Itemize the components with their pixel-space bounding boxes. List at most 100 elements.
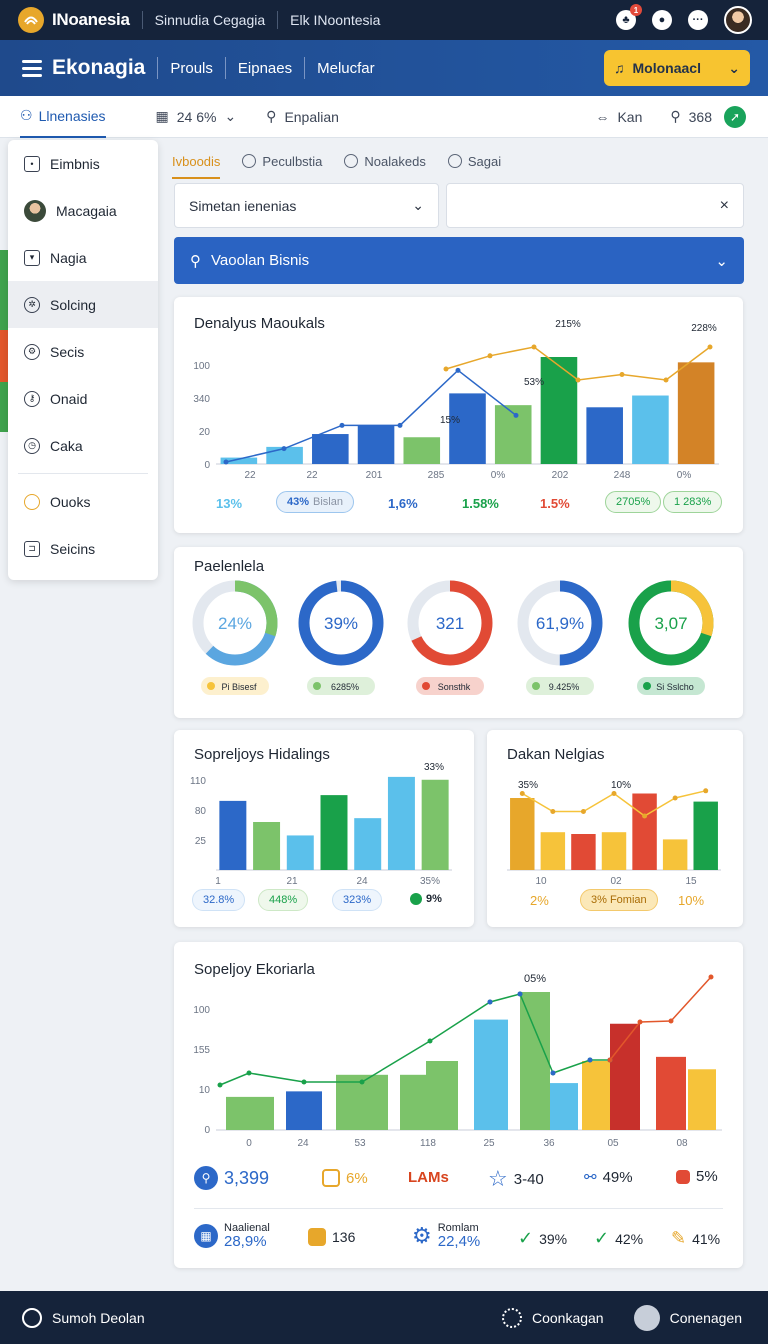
- toolbar: ⚇ Llnenasies ▦ 24 6% ⌄ ⚲ Enpalian ⇔ Kan …: [0, 96, 768, 138]
- tick-label: 15: [685, 876, 697, 887]
- data-label: 35%: [518, 780, 538, 791]
- link-action[interactable]: ⇔ Kan: [595, 108, 643, 125]
- point: [519, 791, 525, 796]
- point: [663, 377, 669, 383]
- stat-pill[interactable]: 323%: [332, 889, 383, 911]
- search-field[interactable]: ×: [446, 183, 744, 228]
- donut-value: 39%: [324, 614, 358, 633]
- sidebar-item-4[interactable]: ✲ Solcing: [8, 281, 158, 328]
- sidebar-item-2[interactable]: Macagaia: [8, 187, 158, 234]
- legend-dot: [643, 682, 651, 690]
- tick-label: 1: [215, 876, 221, 887]
- user-filter[interactable]: ⚲ Enpalian: [266, 108, 339, 125]
- stat-pill[interactable]: 2705%: [605, 491, 662, 513]
- stat-item: LAMs: [408, 1169, 449, 1186]
- footer-mid-link[interactable]: Coonkagan: [531, 1309, 604, 1326]
- series-line: [219, 993, 610, 1086]
- users-icon: ⚇: [20, 107, 33, 123]
- tick-label: 201: [366, 470, 383, 481]
- tab-1[interactable]: Ivboodis: [172, 154, 221, 179]
- primary-dropdown-button[interactable]: ♫ Molonaacl ⌄: [604, 50, 750, 86]
- sub-tabs: Ivboodis Peculbstia Noalakeds Sagai: [172, 142, 501, 180]
- tab-2[interactable]: Peculbstia: [242, 154, 322, 169]
- close-icon[interactable]: ×: [719, 196, 729, 214]
- pencil-icon: ✎: [671, 1228, 687, 1248]
- bar: [632, 395, 669, 464]
- search-icon: ⚲: [670, 108, 681, 124]
- tick-label: 35%: [420, 876, 440, 887]
- tick-label: 10: [199, 1085, 211, 1096]
- sidebar-item-6[interactable]: ⚷ Onaid: [8, 375, 158, 422]
- bar: [400, 1074, 426, 1130]
- search-icon: [242, 154, 257, 168]
- bar-chart: 25 80 110 1 21 24 35% 33%: [190, 762, 452, 887]
- sidebar-item-3[interactable]: ▾ Nagia: [8, 234, 158, 281]
- zoom-select[interactable]: ▦ 24 6% ⌄: [155, 108, 237, 125]
- legend-dot: [313, 682, 321, 690]
- stat-pill[interactable]: 1 283%: [663, 491, 723, 513]
- bar: [449, 393, 486, 464]
- series-line: [225, 369, 517, 463]
- user-avatar[interactable]: [724, 6, 752, 34]
- chevron-down-icon: ⌄: [412, 197, 424, 213]
- nav-link-3[interactable]: Melucfar: [317, 59, 375, 77]
- tab-3[interactable]: Noalakeds: [344, 154, 426, 169]
- business-dropdown[interactable]: ⚲ Vaoolan Bisnis ⌄: [174, 237, 744, 284]
- chevron-down-icon: ⌄: [728, 59, 740, 76]
- gear-icon[interactable]: [501, 1307, 522, 1328]
- sidebar-item-8[interactable]: Ouoks: [8, 478, 158, 525]
- footer-right-link[interactable]: Conenagen: [669, 1309, 742, 1326]
- series-line: [445, 346, 711, 381]
- compass-icon[interactable]: [22, 1307, 42, 1328]
- stat-item: ▦ Naalienal 28,9%: [194, 1222, 270, 1251]
- point: [339, 422, 345, 428]
- point: [587, 1057, 593, 1063]
- point: [455, 367, 461, 373]
- tick-label: 53: [354, 1138, 366, 1149]
- sidebar-item-1[interactable]: • Eimbnis: [8, 140, 158, 187]
- donut-label-pill: [201, 677, 269, 695]
- tab-active[interactable]: ⚇ Llnenasies: [20, 96, 106, 138]
- breadcrumb-1[interactable]: Sinnudia Cegagia: [154, 12, 266, 28]
- notification-icon[interactable]: ♣ 1: [616, 4, 642, 30]
- key-icon: ⚷: [24, 390, 40, 407]
- stat-pill[interactable]: 32.8%: [192, 889, 246, 911]
- point: [531, 344, 537, 350]
- stat: 1,6%: [388, 496, 418, 511]
- footer-left-link[interactable]: Sumoh Deolan: [52, 1309, 145, 1326]
- avatar[interactable]: [633, 1304, 660, 1331]
- stat-pill[interactable]: 448%: [258, 889, 309, 911]
- breadcrumb-2[interactable]: Elk INoontesia: [290, 12, 381, 28]
- stat-pill[interactable]: 43% Bislan: [276, 491, 354, 513]
- sidebar-item-7[interactable]: ◷ Caka: [8, 422, 158, 469]
- bell-icon: ♫: [614, 60, 625, 76]
- bar: [571, 834, 596, 870]
- tab-4[interactable]: Sagai: [447, 154, 501, 169]
- point: [301, 1079, 307, 1085]
- branch-icon: ⚯: [584, 1169, 597, 1186]
- search-count[interactable]: ⚲ 368: [670, 108, 712, 125]
- nav-link-2[interactable]: Eipnaes: [237, 59, 293, 77]
- brand-logo-icon[interactable]: [18, 7, 44, 33]
- category-select[interactable]: Simetan ienenias ⌄: [174, 183, 439, 228]
- donut-arc: [517, 580, 603, 666]
- status-dot-icon: [410, 893, 422, 906]
- more-icon[interactable]: ···: [688, 10, 708, 30]
- point: [487, 999, 493, 1005]
- nav-link-1[interactable]: Prouls: [170, 59, 213, 77]
- stat: 1.58%: [462, 496, 499, 511]
- point: [637, 1019, 643, 1025]
- brand-name[interactable]: INoanesia: [52, 10, 130, 29]
- tick-label: 36: [543, 1138, 555, 1149]
- chat-icon[interactable]: ●: [652, 10, 672, 30]
- search-icon: ⚲: [194, 1166, 218, 1190]
- sidebar-item-5[interactable]: ⚙ Secis: [8, 328, 158, 375]
- menu-icon[interactable]: [22, 59, 42, 77]
- point: [580, 809, 586, 814]
- sidebar-item-9[interactable]: ⊐ Seicins: [8, 525, 158, 572]
- card-title: Dakan Nelgias: [507, 746, 605, 763]
- bar: [632, 793, 657, 870]
- stat-pill[interactable]: 3% Fomian: [580, 889, 658, 911]
- go-button[interactable]: ➚: [724, 105, 746, 128]
- settings-icon: ⚙: [24, 343, 40, 360]
